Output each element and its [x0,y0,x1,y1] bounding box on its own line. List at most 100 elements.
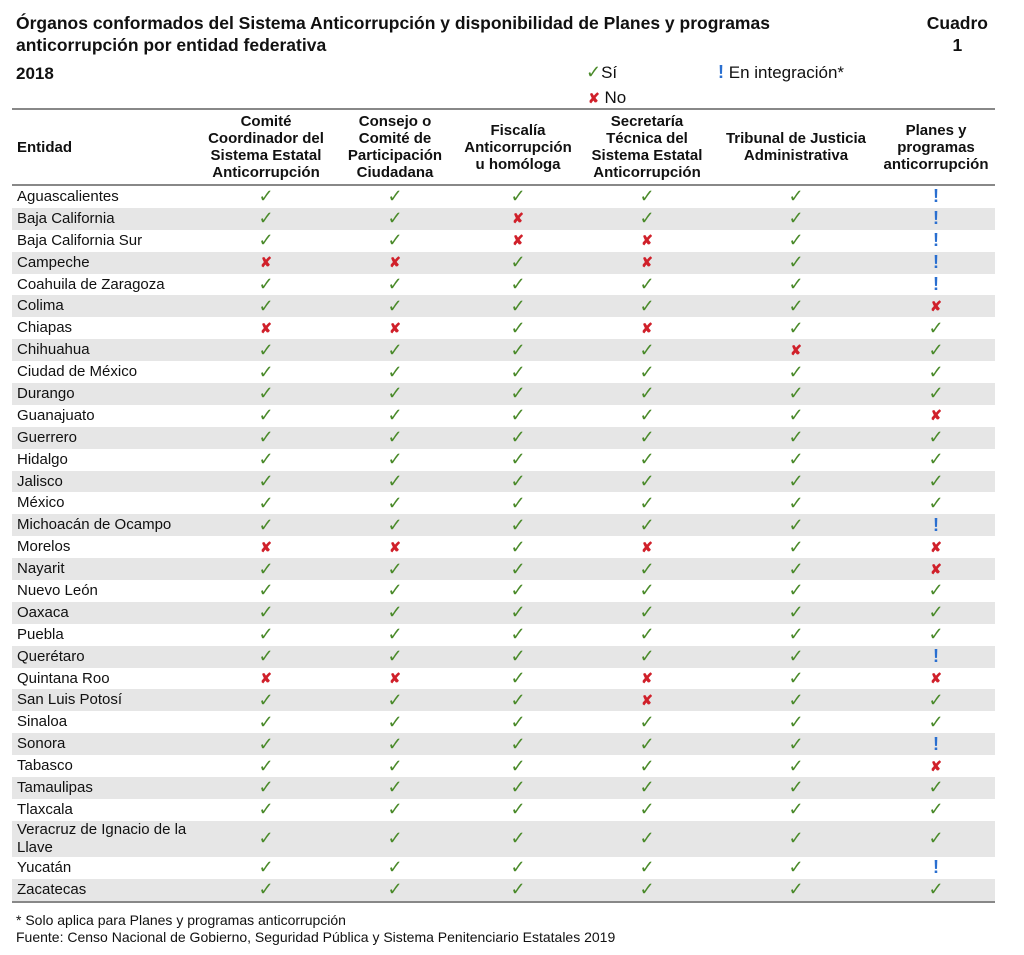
checkmark-icon: ✓ [258,230,274,251]
checkmark-icon: ✓ [258,558,274,579]
status-cell: ✓ [333,857,457,879]
checkmark-icon: ✓ [928,799,944,820]
checkmark-icon: ✓ [639,405,655,426]
checkmark-icon: ✓ [788,536,804,557]
status-cell: ✓ [199,711,333,733]
checkmark-icon: ✓ [639,449,655,470]
checkmark-icon: ✓ [258,580,274,601]
checkmark-icon: ✓ [788,646,804,667]
status-cell: ✓ [457,252,579,274]
cross-icon: ✘ [389,670,401,687]
status-cell: ✓ [199,274,333,296]
status-cell: ✓ [715,208,877,230]
checkmark-icon: ✓ [639,558,655,579]
status-cell: ✓ [457,339,579,361]
table-row: Chihuahua ✓ ✓ ✓ ✓ ✘ ✓ [12,339,995,362]
checkmark-icon: ✓ [387,624,403,645]
exclamation-icon: ! [933,514,939,535]
checkmark-icon: ✓ [788,624,804,645]
status-cell: ! [877,208,995,230]
checkmark-icon: ✓ [928,449,944,470]
checkmark-icon: ✓ [510,449,526,470]
entidad-cell: San Luis Potosí [17,691,123,709]
entidad-cell: Colima [17,297,64,315]
status-cell: ✓ [579,295,715,317]
checkmark-icon: ✓ [639,799,655,820]
status-cell: ✘ [579,536,715,558]
checkmark-icon: ✓ [586,62,602,82]
cross-icon: ✘ [512,210,524,227]
cross-icon: ✘ [641,538,653,555]
checkmark-icon: ✓ [788,317,804,338]
status-cell: ✓ [877,821,995,857]
entidad-cell: Campeche [17,253,90,271]
checkmark-icon: ✓ [387,295,403,316]
checkmark-icon: ✓ [928,689,944,710]
entidad-cell: Baja California [17,209,115,227]
checkmark-icon: ✓ [788,879,804,900]
status-cell: ✓ [877,361,995,383]
checkmark-icon: ✓ [387,514,403,535]
checkmark-icon: ✓ [788,295,804,316]
column-header: Comité Coordinador del Sistema Estatal A… [208,113,324,181]
table-row: Colima ✓ ✓ ✓ ✓ ✓ ✘ [12,295,995,318]
exclamation-icon: ! [933,186,939,207]
entidad-cell: México [17,494,65,512]
status-cell: ✓ [199,295,333,317]
checkmark-icon: ✓ [788,449,804,470]
status-cell: ✓ [579,580,715,602]
checkmark-icon: ✓ [258,427,274,448]
checkmark-icon: ✓ [387,733,403,754]
checkmark-icon: ✓ [510,492,526,513]
status-cell: ✓ [457,405,579,427]
status-cell: ✓ [333,405,457,427]
checkmark-icon: ✓ [258,492,274,513]
page-title: Órganos conformados del Sistema Anticorr… [16,13,770,55]
checkmark-icon: ✓ [788,828,804,849]
table-row: Tlaxcala ✓ ✓ ✓ ✓ ✓ ✓ [12,799,995,821]
checkmark-icon: ✓ [639,208,655,229]
table-row: Sinaloa ✓ ✓ ✓ ✓ ✓ ✓ [12,711,995,733]
checkmark-icon: ✓ [387,339,403,360]
checkmark-icon: ✓ [510,536,526,557]
checkmark-icon: ✓ [387,879,403,900]
status-cell: ✓ [457,857,579,879]
status-cell: ✓ [877,799,995,821]
legend-si: ✓Sí [586,62,617,83]
column-header: Secretaría Técnica del Sistema Estatal A… [591,113,703,181]
checkmark-icon: ✓ [258,689,274,710]
checkmark-icon: ✓ [510,186,526,207]
exclamation-icon: ! [933,857,939,878]
status-cell: ✓ [199,689,333,711]
checkmark-icon: ✓ [387,230,403,251]
checkmark-icon: ✓ [258,186,274,207]
checkmark-icon: ✓ [788,733,804,754]
checkmark-icon: ✓ [639,624,655,645]
table-row: Veracruz de Ignacio de la Llave ✓ ✓ ✓ ✓ ✓ ✓ [12,820,995,857]
status-cell: ✓ [579,711,715,733]
checkmark-icon: ✓ [928,580,944,601]
checkmark-icon: ✓ [510,361,526,382]
status-cell: ✘ [877,295,995,317]
status-cell: ✓ [715,879,877,902]
table-row: San Luis Potosí ✓ ✓ ✓ ✘ ✓ ✓ [12,689,995,712]
checkmark-icon: ✓ [510,755,526,776]
cross-icon: ✘ [260,670,272,687]
entidad-cell: Coahuila de Zaragoza [17,275,165,293]
cross-icon: ✘ [930,560,942,577]
status-cell: ✓ [877,777,995,799]
status-cell: ✓ [715,755,877,777]
cross-icon: ✘ [260,538,272,555]
status-cell: ✓ [457,602,579,624]
status-cell: ! [877,185,995,208]
cross-icon: ✘ [512,232,524,249]
status-cell: ✓ [457,668,579,690]
table-row: Ciudad de México ✓ ✓ ✓ ✓ ✓ ✓ [12,361,995,383]
status-cell: ✘ [877,558,995,580]
status-cell: ✘ [579,668,715,690]
checkmark-icon: ✓ [639,427,655,448]
checkmark-icon: ✓ [387,755,403,776]
status-cell: ✘ [877,755,995,777]
status-cell: ✓ [333,755,457,777]
entidad-cell: Yucatán [17,858,72,876]
